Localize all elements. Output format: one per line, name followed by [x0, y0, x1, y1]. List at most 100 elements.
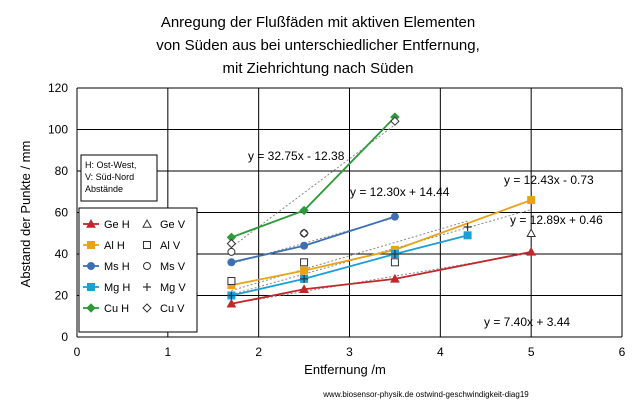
data-point [226, 298, 237, 308]
series-cu-h [226, 112, 400, 243]
y-tick-label: 0 [61, 330, 68, 344]
data-point [143, 262, 151, 270]
x-tick-label: 1 [164, 345, 171, 359]
data-point [86, 218, 96, 228]
x-tick-label: 5 [528, 345, 535, 359]
x-tick-label: 6 [619, 345, 626, 359]
legend-item: Ge H [83, 218, 130, 231]
data-point [300, 241, 309, 250]
x-tick-label: 4 [437, 345, 444, 359]
data-point [300, 258, 309, 267]
note-box: H: Ost-West, V: Süd-Nord Abstände [80, 154, 158, 202]
legend-item: Cu H [83, 303, 129, 315]
data-point [300, 274, 309, 283]
series-line [231, 199, 532, 287]
series-ge-h [226, 246, 537, 308]
legend-label: Ms H [104, 261, 130, 273]
x-axis-label: Entfernung /m [304, 362, 386, 377]
data-point [87, 262, 95, 270]
data-point [87, 241, 95, 249]
legend-label: Cu V [160, 303, 185, 315]
data-point [143, 283, 151, 291]
data-point [299, 228, 309, 238]
legend-label: Mg H [104, 282, 130, 294]
data-point [227, 247, 236, 256]
series-al-h [227, 196, 536, 290]
data-point [300, 266, 309, 275]
data-point [142, 218, 152, 228]
series-mg-v [227, 223, 472, 300]
legend-item: Cu V [142, 303, 185, 315]
y-tick-label: 100 [48, 123, 68, 137]
trendline-equation-label: y = 12.89x + 0.46 [510, 213, 603, 227]
data-point [390, 116, 400, 126]
series [226, 112, 537, 308]
legend-label: Cu H [104, 303, 129, 315]
legend-label: Ge V [160, 219, 186, 231]
data-point [390, 273, 400, 283]
grid [77, 87, 623, 337]
trendline-equations: y = 32.75x - 12.38 y = 12.30x + 14.44 y = … [248, 149, 603, 329]
data-point [86, 303, 96, 313]
legend-item: Ms H [83, 261, 130, 273]
data-point [227, 276, 236, 285]
legend: Ge H Ge V Al H Al V Ms H Ms V Mg H Mg V Cu H Cu V [78, 207, 198, 333]
note-line-2: V: Süd-Nord [85, 172, 134, 182]
series-ge-v [526, 228, 537, 237]
y-tick-label: 60 [55, 206, 69, 220]
legend-item: Ge V [142, 218, 186, 231]
note-line-1: H: Ost-West, [85, 160, 136, 170]
trendline-equation-label: y = 12.30x + 14.44 [350, 185, 450, 199]
legend-frame [78, 207, 198, 333]
trendline-equation-label: y = 32.75x - 12.38 [248, 149, 345, 163]
data-point [143, 241, 151, 249]
y-tick-label: 40 [55, 247, 69, 261]
y-tick-label: 20 [55, 289, 69, 303]
legend-label: Al H [104, 240, 125, 252]
series-cu-v [226, 116, 400, 249]
x-tick-label: 0 [74, 345, 81, 359]
legend-item: Ms V [143, 261, 186, 273]
data-point [87, 283, 95, 291]
legend-label: Al V [160, 240, 181, 252]
data-point [299, 205, 309, 216]
note-line-3: Abstände [85, 184, 123, 194]
y-tick-label: 120 [48, 81, 68, 95]
legend-label: Ms V [160, 261, 186, 273]
data-point [463, 231, 472, 240]
data-point [526, 228, 537, 237]
data-point [390, 212, 399, 221]
data-point [142, 303, 152, 313]
note-frame [80, 154, 158, 202]
data-point [227, 258, 236, 267]
legend-item: Mg H [83, 282, 130, 294]
chart-title: Anregung der Flußfäden mit aktiven Eleme… [156, 14, 480, 77]
series-al-v [227, 258, 399, 285]
data-point [227, 291, 236, 300]
footer-source: www.biosensor-physik.de ostwind-geschwin… [322, 390, 529, 399]
y-axis-label: Abstand der Punkte / mm [18, 141, 33, 288]
data-point [390, 258, 399, 267]
y-tick-label: 80 [55, 164, 69, 178]
data-point [390, 250, 399, 258]
series-line [231, 234, 468, 297]
legend-label: Mg V [160, 282, 186, 294]
legend-item: Al V [143, 240, 181, 252]
title-line-3: mit Ziehrichtung nach Süden [223, 60, 414, 77]
title-line-1: Anregung der Flußfäden mit aktiven Eleme… [161, 14, 475, 31]
x-tick-label: 2 [255, 345, 262, 359]
data-point [526, 246, 537, 256]
title-line-2: von Süden aus bei unterschiedlicher Entf… [156, 37, 480, 54]
trendline-equation-label: y = 7.40x + 3.44 [484, 315, 570, 329]
legend-item: Al H [83, 240, 125, 252]
trendline-equation-label: y = 12.43x - 0.73 [504, 173, 594, 187]
legend-item: Mg V [143, 282, 186, 294]
data-point [463, 223, 472, 232]
series-ms-h [227, 212, 399, 267]
trendline [231, 220, 468, 292]
series-line [231, 251, 532, 305]
data-point [527, 196, 536, 205]
legend-label: Ge H [104, 219, 130, 231]
